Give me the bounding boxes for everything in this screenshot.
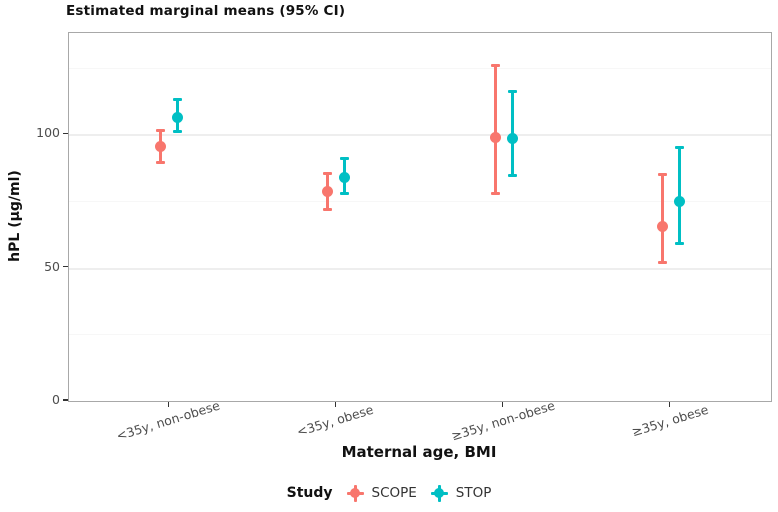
chart-title: Estimated marginal means (95% CI) bbox=[66, 3, 346, 19]
x-tick-0 bbox=[167, 401, 170, 407]
ci-cap-lo-stop-3 bbox=[674, 242, 684, 246]
ci-cap-lo-scope-0 bbox=[156, 160, 166, 164]
y-tick-label-100: 100 bbox=[36, 125, 60, 141]
x-tick-2 bbox=[501, 401, 504, 407]
y-tick-100 bbox=[63, 132, 68, 135]
point-scope-3 bbox=[656, 220, 668, 232]
legend-label-scope: SCOPE bbox=[371, 485, 417, 501]
y-axis-title: hPL (µg/ml) bbox=[7, 170, 23, 262]
ci-cap-lo-stop-1 bbox=[340, 191, 350, 195]
ci-cap-hi-scope-1 bbox=[323, 171, 333, 175]
legend-key-dot bbox=[434, 488, 445, 498]
point-scope-2 bbox=[489, 131, 501, 143]
ci-cap-lo-scope-2 bbox=[490, 191, 500, 195]
point-scope-1 bbox=[322, 186, 334, 198]
point-scope-0 bbox=[155, 140, 167, 152]
gridline-minor-75 bbox=[69, 201, 771, 202]
gridline-major-100 bbox=[69, 134, 771, 137]
gridline-minor-25 bbox=[69, 334, 771, 336]
point-stop-2 bbox=[506, 132, 518, 144]
y-tick-label-50: 50 bbox=[44, 258, 60, 274]
legend-title: Study bbox=[286, 485, 333, 501]
ci-cap-lo-stop-0 bbox=[173, 130, 183, 134]
ci-cap-lo-stop-2 bbox=[507, 174, 517, 178]
point-stop-1 bbox=[339, 171, 351, 183]
ci-cap-hi-stop-1 bbox=[340, 156, 350, 160]
point-stop-0 bbox=[172, 111, 184, 123]
ci-cap-hi-scope-2 bbox=[490, 63, 500, 67]
ci-cap-lo-scope-1 bbox=[323, 207, 333, 211]
gridline-minor-125 bbox=[69, 67, 771, 69]
legend-key-stop-icon bbox=[430, 484, 448, 502]
y-tick-label-0: 0 bbox=[52, 392, 60, 407]
legend-key-dot bbox=[350, 488, 360, 498]
ci-cap-hi-scope-3 bbox=[657, 172, 667, 176]
plot-panel bbox=[68, 32, 772, 402]
ci-cap-hi-scope-0 bbox=[156, 128, 166, 132]
x-axis-title: Maternal age, BMI bbox=[341, 443, 497, 461]
legend: Study SCOPE STOP bbox=[0, 481, 778, 505]
ci-cap-hi-stop-2 bbox=[507, 90, 517, 94]
y-tick-50 bbox=[63, 265, 68, 268]
ci-line-scope-3 bbox=[660, 174, 664, 263]
x-tick-3 bbox=[668, 401, 671, 407]
point-stop-3 bbox=[673, 195, 685, 207]
legend-label-stop: STOP bbox=[455, 485, 492, 501]
legend-entry-stop: STOP bbox=[430, 484, 492, 502]
legend-entry-scope: SCOPE bbox=[346, 484, 417, 502]
legend-key-scope-icon bbox=[346, 484, 364, 502]
ci-cap-hi-stop-3 bbox=[674, 146, 684, 150]
x-tick-1 bbox=[334, 401, 337, 407]
gridline-major-50 bbox=[69, 267, 771, 270]
ci-cap-lo-scope-3 bbox=[657, 260, 667, 264]
y-tick-0 bbox=[63, 399, 68, 401]
ci-cap-hi-stop-0 bbox=[173, 98, 183, 102]
ci-line-scope-2 bbox=[493, 65, 497, 193]
